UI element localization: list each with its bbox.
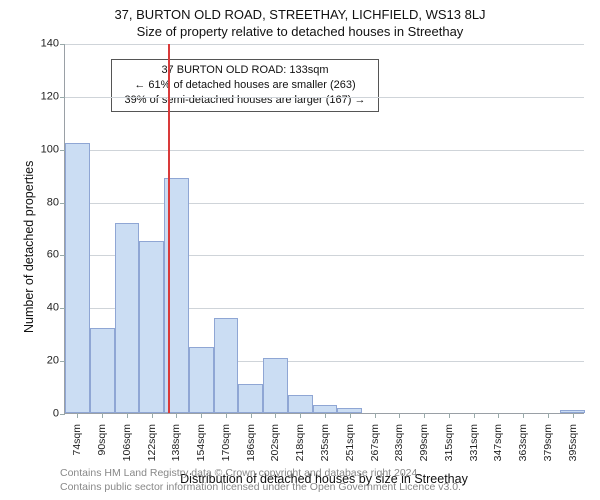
x-tick-label: 251sqm — [345, 420, 356, 461]
x-tick-label: 395sqm — [567, 420, 578, 461]
histogram-bar — [288, 395, 313, 414]
x-tick-label: 74sqm — [72, 420, 83, 456]
x-tick-label: 363sqm — [518, 420, 529, 461]
x-tick-label: 218sqm — [295, 420, 306, 461]
x-tick-label: 347sqm — [493, 420, 504, 461]
x-tick-mark — [399, 413, 400, 418]
x-tick-label: 106sqm — [122, 420, 133, 461]
page-title: 37, BURTON OLD ROAD, STREETHAY, LICHFIEL… — [0, 0, 600, 24]
x-tick-mark — [523, 413, 524, 418]
histogram-bar — [65, 143, 90, 413]
y-gridline — [65, 97, 584, 98]
x-tick-label: 122sqm — [146, 420, 157, 461]
x-tick-mark — [573, 413, 574, 418]
x-tick-mark — [474, 413, 475, 418]
histogram-bar — [263, 358, 288, 414]
footer-line-2: Contains public sector information licen… — [60, 480, 461, 494]
histogram-bar — [238, 384, 263, 413]
x-tick-label: 315sqm — [444, 420, 455, 461]
y-tick-mark — [60, 414, 65, 415]
x-tick-mark — [325, 413, 326, 418]
y-tick-mark — [60, 97, 65, 98]
x-tick-mark — [275, 413, 276, 418]
x-tick-mark — [226, 413, 227, 418]
x-tick-mark — [350, 413, 351, 418]
annotation-box: 37 BURTON OLD ROAD: 133sqm ← 61% of deta… — [111, 59, 379, 112]
histogram-bar — [115, 223, 140, 413]
y-gridline — [65, 203, 584, 204]
x-tick-label: 138sqm — [171, 420, 182, 461]
x-tick-label: 90sqm — [97, 420, 108, 456]
attribution-footer: Contains HM Land Registry data © Crown c… — [60, 466, 461, 494]
x-tick-mark — [424, 413, 425, 418]
x-tick-mark — [152, 413, 153, 418]
reference-line — [168, 44, 170, 413]
histogram-bar — [214, 318, 239, 413]
x-tick-label: 170sqm — [221, 420, 232, 461]
x-tick-mark — [300, 413, 301, 418]
x-tick-mark — [201, 413, 202, 418]
histogram-bar — [189, 347, 214, 413]
x-tick-label: 299sqm — [419, 420, 430, 461]
x-tick-mark — [449, 413, 450, 418]
x-tick-label: 283sqm — [394, 420, 405, 461]
x-tick-label: 379sqm — [543, 420, 554, 461]
x-tick-label: 186sqm — [245, 420, 256, 461]
x-tick-mark — [77, 413, 78, 418]
x-tick-mark — [375, 413, 376, 418]
annotation-line-1: 37 BURTON OLD ROAD: 133sqm — [118, 63, 372, 78]
x-tick-mark — [498, 413, 499, 418]
annotation-line-3: 39% of semi-detached houses are larger (… — [118, 93, 372, 108]
x-tick-mark — [102, 413, 103, 418]
y-tick-mark — [60, 44, 65, 45]
x-tick-mark — [127, 413, 128, 418]
x-tick-label: 235sqm — [320, 420, 331, 461]
plot-area: 37 BURTON OLD ROAD: 133sqm ← 61% of deta… — [64, 44, 584, 414]
histogram-bar — [90, 328, 115, 413]
y-gridline — [65, 150, 584, 151]
x-tick-mark — [548, 413, 549, 418]
x-tick-label: 267sqm — [369, 420, 380, 461]
x-tick-label: 202sqm — [270, 420, 281, 461]
chart-wrap: Number of detached properties 37 BURTON … — [64, 44, 584, 414]
histogram-bar — [139, 241, 164, 413]
annotation-line-2: ← 61% of detached houses are smaller (26… — [118, 78, 372, 93]
x-tick-mark — [251, 413, 252, 418]
footer-line-1: Contains HM Land Registry data © Crown c… — [60, 466, 461, 480]
x-tick-label: 331sqm — [468, 420, 479, 461]
y-axis-label: Number of detached properties — [22, 160, 36, 332]
x-tick-mark — [176, 413, 177, 418]
page-subtitle: Size of property relative to detached ho… — [0, 24, 600, 41]
x-tick-label: 154sqm — [196, 420, 207, 461]
chart-container: 37, BURTON OLD ROAD, STREETHAY, LICHFIEL… — [0, 0, 600, 500]
y-gridline — [65, 44, 584, 45]
histogram-bar — [313, 405, 338, 413]
